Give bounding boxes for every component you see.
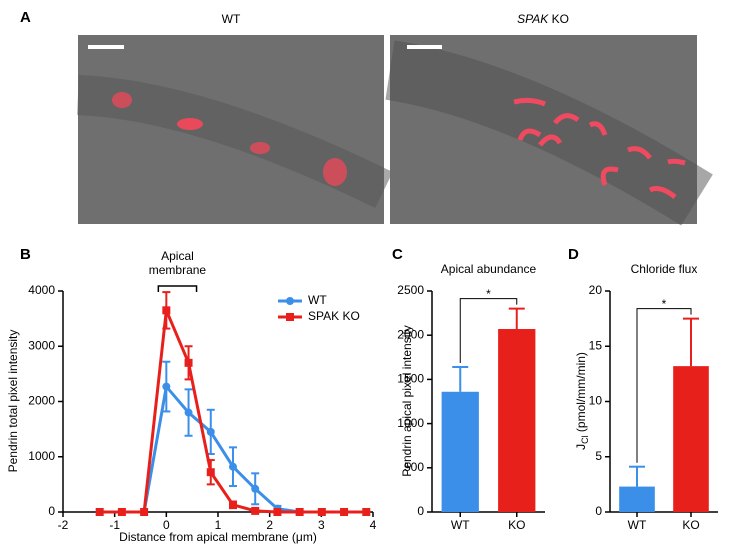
x-tick-label: -1 <box>109 518 120 532</box>
point <box>206 427 215 436</box>
y-axis-label: Pendrin total pixel intensity <box>6 330 20 473</box>
point <box>117 508 126 516</box>
image-title: WT <box>222 12 241 26</box>
y-tick-label: 1000 <box>397 416 424 430</box>
point <box>251 506 260 515</box>
y-label-main: J <box>574 444 588 450</box>
x-tick-label: 2 <box>266 518 273 532</box>
legend-label: WT <box>308 293 327 307</box>
y-tick-label: 15 <box>589 338 603 352</box>
y-tick-label: 20 <box>589 283 603 297</box>
chart-title: Apical abundance <box>441 262 537 276</box>
chart-title: Chloride flux <box>631 262 698 276</box>
x-tick-label: WT <box>451 518 470 532</box>
point <box>206 468 215 477</box>
point <box>162 306 171 315</box>
y-label-rest: (pmol/mm/min) <box>574 352 588 435</box>
y-tick-label: 5 <box>595 449 602 463</box>
point <box>140 508 149 516</box>
image-title-italic: SPAK <box>517 12 549 26</box>
y-axis-label: Pendrin apical pixel intensity <box>400 325 414 476</box>
point <box>273 508 282 516</box>
x-tick-label: 3 <box>318 518 325 532</box>
micrograph <box>385 35 713 226</box>
micrograph <box>77 35 393 224</box>
panel-label: D <box>568 246 579 263</box>
bracket <box>157 285 198 292</box>
point <box>251 484 260 493</box>
x-tick-label: -2 <box>58 518 69 532</box>
bar <box>441 391 479 512</box>
y-tick-label: 2000 <box>28 394 55 408</box>
x-tick-label: KO <box>508 518 525 532</box>
annotation: membrane <box>149 263 207 277</box>
legend-marker <box>286 313 294 321</box>
point <box>95 508 104 516</box>
image-title: SPAK KO <box>517 12 569 26</box>
image-title-rest: KO <box>552 12 569 26</box>
y-axis-label: JCl (pmol/mm/min) <box>574 352 590 450</box>
y-tick-label: 3000 <box>28 338 55 352</box>
point <box>295 508 304 516</box>
point <box>228 500 237 509</box>
point <box>184 408 193 417</box>
point <box>184 358 193 367</box>
point <box>162 382 171 391</box>
y-tick-label: 1000 <box>28 449 55 463</box>
point <box>317 508 326 516</box>
point <box>340 508 349 516</box>
y-tick-label: 10 <box>589 394 603 408</box>
y-tick-label: 2000 <box>397 327 424 341</box>
significance-bracket <box>636 308 692 463</box>
panel-label: B <box>20 246 31 263</box>
x-axis-label: Distance from apical membrane (μm) <box>119 530 317 544</box>
y-label-sub: Cl <box>580 435 590 444</box>
legend-marker <box>286 297 294 305</box>
y-tick-label: 0 <box>48 504 55 518</box>
y-tick-label: 0 <box>417 504 424 518</box>
panel-label: A <box>20 9 31 26</box>
x-tick-label: KO <box>682 518 699 532</box>
y-tick-label: 1500 <box>397 372 424 386</box>
y-tick-label: 4000 <box>28 283 55 297</box>
bar <box>498 329 536 512</box>
point <box>362 508 371 516</box>
y-tick-label: 0 <box>595 504 602 518</box>
y-tick-label: 2500 <box>397 283 424 297</box>
panel-label: C <box>392 246 403 263</box>
legend-label: SPAK KO <box>308 309 360 323</box>
x-tick-label: 4 <box>370 518 377 532</box>
significance-label: * <box>486 287 491 301</box>
x-tick-label: WT <box>628 518 647 532</box>
y-tick-label: 500 <box>404 460 424 474</box>
bar <box>619 486 655 512</box>
x-tick-label: 0 <box>163 518 170 532</box>
bar <box>673 366 709 512</box>
significance-label: * <box>662 297 667 311</box>
significance-bracket <box>459 298 518 364</box>
annotation: Apical <box>161 249 194 263</box>
point <box>228 462 237 471</box>
x-tick-label: 1 <box>215 518 222 532</box>
